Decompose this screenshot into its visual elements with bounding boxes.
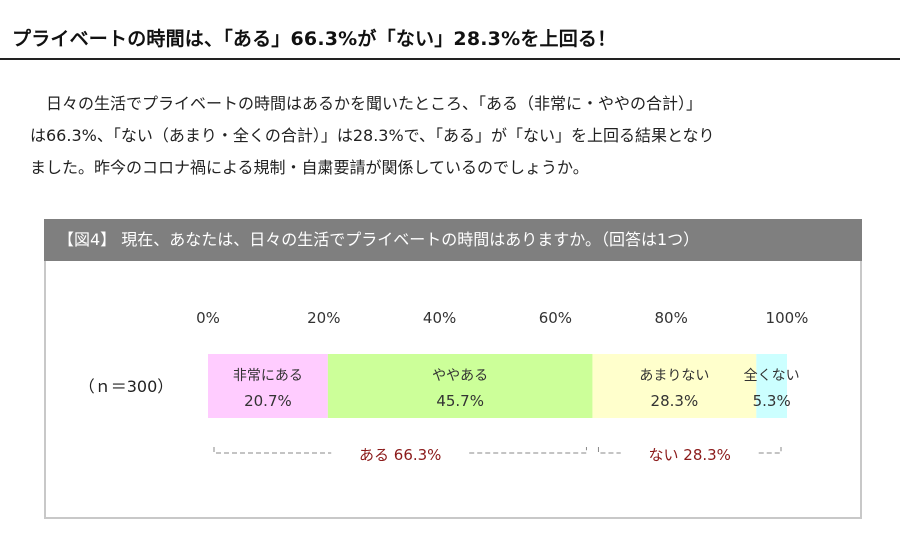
group-bracket-left: [597, 447, 621, 454]
bar-segment: [756, 354, 787, 418]
x-tick-label: 0%: [196, 309, 220, 327]
segment-value-label: 20.7%: [244, 392, 292, 410]
headline-divider: [0, 58, 900, 60]
group-bracket-right: [469, 447, 587, 454]
group-bracket-left: [213, 447, 332, 454]
segment-name-label: ややある: [432, 368, 488, 384]
group-label: ある 66.3%: [359, 446, 441, 464]
figure: 【図4】 現在、あなたは、日々の生活でプライベートの時間はありますか。（回答は1…: [44, 219, 862, 519]
group-label: ない 28.3%: [649, 446, 731, 464]
bar-segment: [592, 354, 757, 418]
x-tick-label: 20%: [307, 309, 340, 327]
segment-name-label: あまりない: [639, 368, 709, 384]
x-tick-label: 40%: [423, 309, 456, 327]
segment-value-label: 5.3%: [753, 392, 791, 410]
x-tick-label: 60%: [539, 309, 572, 327]
stacked-bar-chart: 0% 20% 40% 60% 80% 100% （ｎ＝300） 非常にある 20.7% ややある 4…: [79, 309, 809, 464]
group-bracket-right: [758, 447, 782, 454]
x-tick-label: 80%: [655, 309, 688, 327]
segment-value-label: 28.3%: [651, 392, 699, 410]
category-label: （ｎ＝300）: [79, 377, 174, 396]
body-line: 日々の生活でプライベートの時間はあるかを聞いたところ、「ある（非常に・ややの合計…: [30, 94, 703, 113]
segment-name-label: 全くない: [744, 367, 800, 384]
chart-area: 0% 20% 40% 60% 80% 100% （ｎ＝300） 非常にある 20.7% ややある 4…: [44, 261, 862, 519]
body-line: ました。昨今のコロナ禍による規制・自粛要請が関係しているのでしょうか。: [30, 158, 589, 177]
segment-value-label: 45.7%: [436, 392, 484, 410]
bar-segment: [208, 354, 328, 418]
segment-name-label: 非常にある: [233, 368, 303, 384]
body-text: 日々の生活でプライベートの時間はあるかを聞いたところ、「ある（非常に・ややの合計…: [30, 88, 875, 184]
headline: プライベートの時間は、「ある」66.3%が「ない」28.3%を上回る！: [12, 28, 617, 50]
body-line: は66.3%、「ない（あまり・全くの合計）」は28.3%で、「ある」が「ない」を…: [30, 126, 715, 145]
figure-title: 【図4】 現在、あなたは、日々の生活でプライベートの時間はありますか。（回答は1…: [44, 219, 862, 261]
x-tick-label: 100%: [766, 309, 809, 327]
bar-segment: [327, 354, 593, 418]
